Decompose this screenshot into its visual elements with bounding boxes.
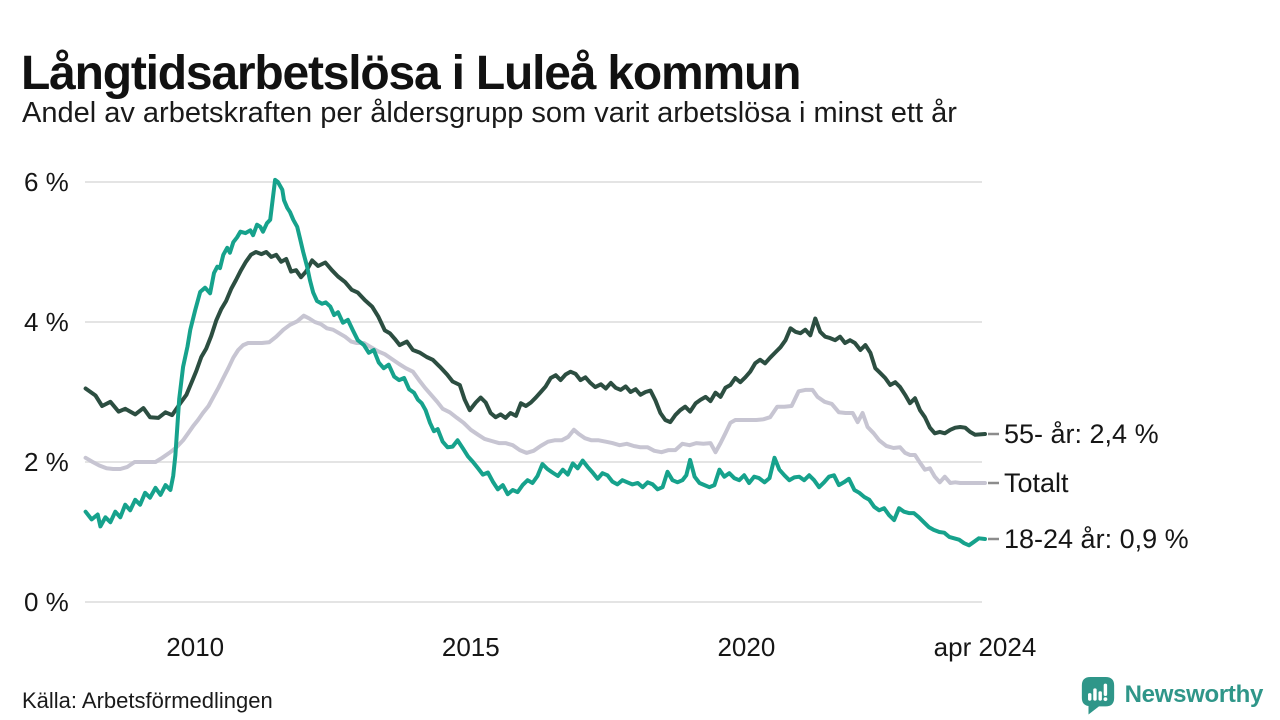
series-line-totalt: [83, 313, 987, 485]
brand-wordmark: Newsworthy: [1124, 681, 1264, 708]
series-label-1824: 18-24 år: 0,9 %: [1004, 524, 1189, 554]
source-note: Källa: Arbetsförmedlingen: [22, 688, 273, 713]
newsworthy-icon: [1081, 676, 1114, 715]
chart-subtitle: Andel av arbetskraften per åldersgrupp s…: [22, 97, 957, 129]
page-title: Långtidsarbetslösa i Luleå kommun: [21, 47, 801, 101]
y-axis-label-4: 4 %: [24, 307, 69, 337]
x-axis-label-2020: 2020: [717, 632, 775, 662]
y-axis-label-2: 2 %: [24, 447, 69, 477]
y-axis-label-0: 0 %: [24, 587, 69, 617]
series-line-1824: [83, 177, 987, 548]
y-axis-label-6: 6 %: [24, 167, 69, 197]
series-line-55plus: [83, 250, 987, 437]
brand-logo: Newsworthy: [1079, 675, 1263, 715]
x-axis-label-2010: 2010: [166, 632, 224, 662]
x-axis-label-2015: 2015: [442, 632, 500, 662]
series-label-55plus: 55- år: 2,4 %: [1004, 419, 1159, 449]
series-label-totalt: Totalt: [1004, 468, 1069, 498]
x-axis-label-apr-2024: apr 2024: [934, 632, 1037, 662]
